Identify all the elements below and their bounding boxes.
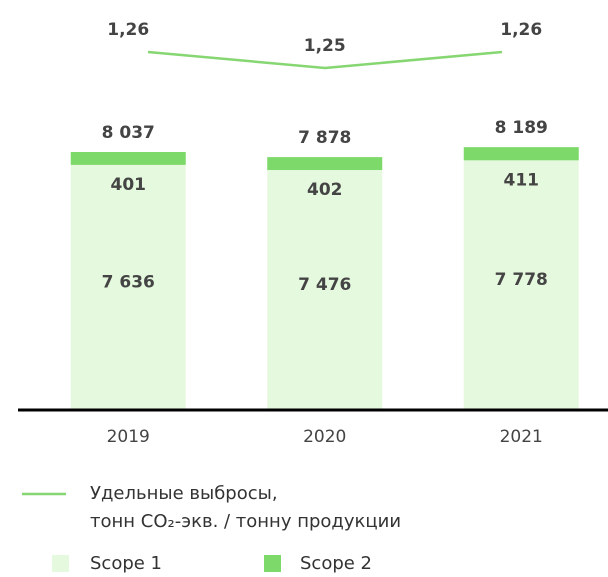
legend-swatch xyxy=(52,555,69,572)
legend-label: Scope 2 xyxy=(300,553,372,574)
total-label: 8 189 xyxy=(495,118,548,138)
value-label: 401 xyxy=(111,175,147,195)
x-tick-label: 2020 xyxy=(303,427,346,447)
x-tick-label: 2021 xyxy=(500,427,543,447)
legend-label: Удельные выбросы, тонн CO₂-экв. / тонну … xyxy=(90,483,402,532)
legend-swatch xyxy=(264,555,281,572)
value-label: 7 476 xyxy=(298,275,351,295)
value-label: 7 778 xyxy=(495,270,548,290)
bar-scope1 xyxy=(70,164,186,410)
x-tick-label: 2019 xyxy=(107,427,150,447)
bar-scope2 xyxy=(463,147,579,161)
value-label: 7 636 xyxy=(102,272,155,292)
line-label: 1,25 xyxy=(304,36,346,56)
line-label: 1,26 xyxy=(107,20,149,40)
bar-scope1 xyxy=(463,160,579,410)
bar-scope2 xyxy=(70,152,186,165)
legend-label: Scope 1 xyxy=(90,553,162,574)
value-label: 402 xyxy=(307,180,343,200)
total-label: 7 878 xyxy=(298,128,351,148)
value-label: 411 xyxy=(504,170,540,190)
total-label: 8 037 xyxy=(102,123,155,143)
line xyxy=(147,50,503,70)
bar-scope2 xyxy=(267,157,383,171)
line-label: 1,26 xyxy=(500,20,542,40)
bar-scope1 xyxy=(267,170,383,410)
